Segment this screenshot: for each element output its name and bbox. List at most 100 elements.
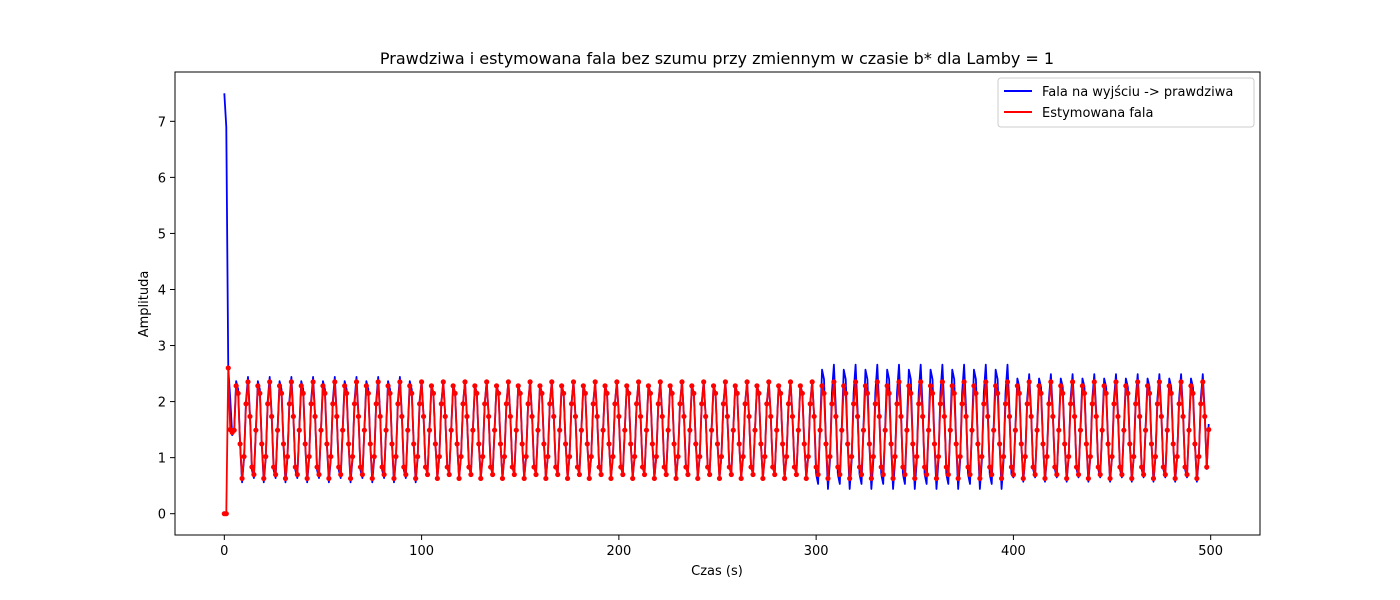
data-point (1026, 379, 1032, 385)
data-point (624, 383, 630, 389)
data-point (845, 441, 851, 447)
data-point (649, 441, 656, 447)
data-point (637, 413, 644, 420)
data-point (1202, 413, 1208, 420)
data-point (1182, 464, 1188, 470)
data-point (736, 441, 742, 447)
data-point (764, 401, 770, 407)
data-point (973, 390, 979, 396)
data-point (963, 413, 969, 420)
data-point (1176, 401, 1182, 407)
data-point (665, 427, 671, 433)
data-point (555, 471, 561, 478)
data-point (349, 453, 356, 460)
data-point (961, 379, 967, 385)
data-point (1091, 379, 1097, 385)
data-point (452, 390, 458, 396)
data-point (553, 464, 559, 470)
data-point (843, 390, 849, 396)
data-point (1188, 383, 1194, 389)
data-point (860, 427, 867, 433)
data-point (714, 441, 721, 447)
data-point (829, 401, 835, 407)
data-point (418, 379, 425, 385)
data-point (383, 427, 389, 433)
data-point (977, 475, 983, 482)
data-point (866, 441, 873, 447)
data-point (910, 441, 916, 447)
data-point (472, 383, 478, 389)
data-point (703, 413, 709, 420)
data-point (667, 383, 673, 389)
data-point (346, 441, 352, 447)
data-point (280, 441, 287, 447)
data-point (239, 475, 245, 482)
data-point (495, 390, 502, 396)
y-tick-label: 3 (158, 340, 166, 355)
data-point (712, 390, 719, 396)
data-point (584, 441, 590, 447)
data-point (817, 427, 823, 433)
legend-label-2: Estymowana fala (1042, 106, 1153, 121)
data-point (689, 383, 695, 389)
data-point (772, 471, 778, 478)
data-point (580, 383, 586, 389)
data-point (705, 464, 711, 470)
data-point (590, 401, 596, 407)
data-point (841, 383, 847, 389)
data-point (519, 441, 525, 447)
data-point (880, 471, 886, 478)
data-point (632, 453, 638, 460)
data-point (708, 427, 715, 433)
data-point (385, 383, 391, 389)
data-point (448, 427, 454, 433)
data-point (351, 401, 358, 407)
data-point (511, 471, 517, 478)
data-point (679, 379, 685, 385)
data-point (760, 475, 766, 482)
data-point (969, 427, 975, 433)
data-point (276, 383, 283, 389)
data-point (314, 464, 320, 470)
data-point (949, 383, 955, 389)
data-point (304, 475, 310, 482)
data-point (490, 471, 496, 478)
y-tick-label: 2 (158, 396, 166, 411)
data-point (1103, 390, 1109, 396)
data-point (716, 475, 723, 482)
data-point (460, 401, 466, 407)
data-point (789, 413, 796, 420)
data-point (369, 475, 375, 482)
data-point (1109, 453, 1115, 460)
data-point (274, 427, 281, 433)
data-point (854, 413, 861, 420)
data-point (328, 453, 334, 460)
data-point (235, 390, 241, 396)
data-point (1064, 475, 1070, 482)
data-point (955, 475, 961, 482)
axis-ticks: 0 100 200 300 400 500 0 1 2 3 4 5 6 7 (158, 115, 1223, 559)
data-point (499, 475, 506, 482)
data-point (1198, 401, 1204, 407)
data-point (387, 390, 393, 396)
data-point (1000, 453, 1007, 460)
data-point (1180, 413, 1186, 420)
data-point (1144, 383, 1151, 389)
data-point (1030, 464, 1036, 470)
data-point (255, 383, 261, 389)
data-point (484, 379, 490, 385)
data-point (991, 427, 997, 433)
data-point (874, 379, 880, 385)
data-point (1178, 379, 1184, 385)
data-point (639, 464, 646, 470)
data-point (671, 441, 677, 447)
data-point (754, 383, 760, 389)
data-point (981, 401, 987, 407)
y-tick-label: 0 (158, 508, 166, 523)
data-point (482, 401, 488, 407)
data-point (476, 441, 482, 447)
data-point (831, 379, 837, 385)
data-point (1186, 427, 1192, 433)
data-point (332, 379, 338, 385)
data-point (924, 471, 930, 478)
